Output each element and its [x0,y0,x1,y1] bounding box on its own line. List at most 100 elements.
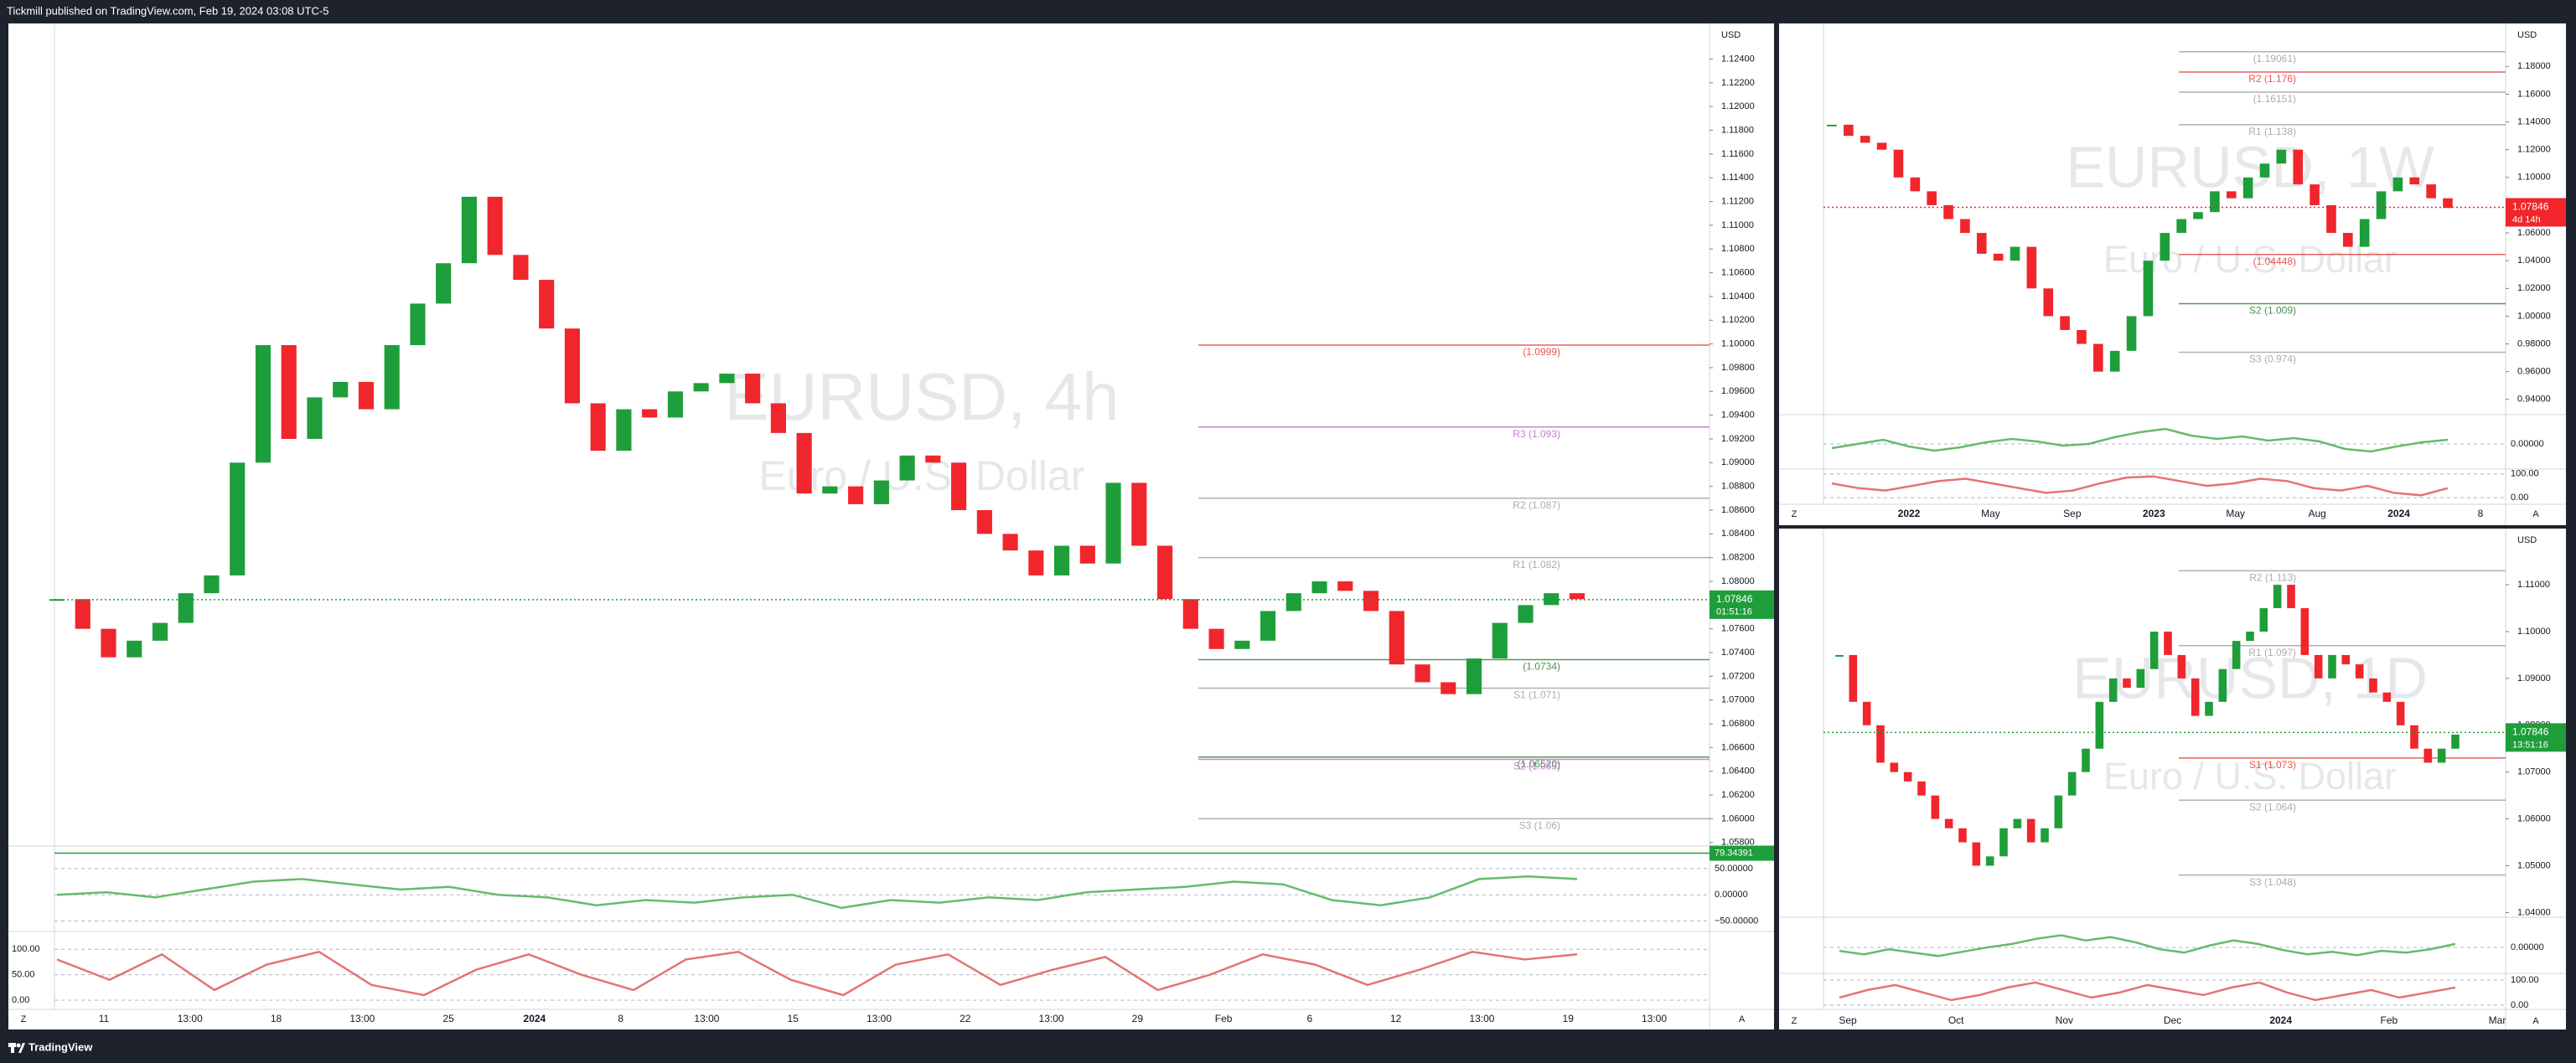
candle [204,575,220,594]
main-panel [8,23,1774,1029]
countdown-label: 13:51:16 [2512,740,2548,750]
candle [513,255,529,281]
candle [2232,641,2241,669]
indicator-line [1831,475,2449,497]
candle [2108,678,2118,702]
candle [1208,628,1224,649]
candle [2451,734,2460,749]
y-tick-label: 1.08000 [1721,576,1755,586]
candle [796,432,812,494]
candle [1441,682,1456,694]
y-tick-label: 1.06200 [1721,790,1755,800]
last-price-box [2506,198,2566,227]
countdown-label: 4d 14h [2512,214,2541,224]
y-tick-label: 1.08800 [1721,482,1755,492]
candle [1234,640,1250,649]
candle [616,409,632,452]
currency-label: USD [2517,30,2537,40]
pane-tick-label: 0.00000 [2511,439,2544,449]
y-tick-label: 1.16000 [2517,89,2551,99]
y-tick-label: 1.10000 [1721,339,1755,349]
y-tick-label: 0.94000 [2517,395,2551,405]
candle [1131,482,1147,546]
candle [2210,191,2220,213]
x-tick-label: 13:00 [1039,1013,1064,1024]
y-tick-label: 1.06000 [1721,813,1755,823]
candle [2143,261,2154,317]
y-tick-label: 1.07000 [1721,695,1755,705]
candle [899,455,915,481]
candle [693,383,709,392]
scale-button[interactable]: Z [21,1014,27,1024]
candle [1999,828,2008,857]
watermark-subtitle: Euro / U.S. Dollar [758,452,1084,499]
x-tick-label: 2023 [2143,508,2165,519]
y-tick-label: 1.04000 [2517,907,2551,917]
pivot-label: R1 (1.082) [1513,559,1560,570]
y-tick-label: 1.14000 [2517,116,2551,126]
scale-button[interactable]: A [2532,1016,2539,1026]
x-tick-label: May [1981,508,2000,519]
candle [951,462,967,510]
x-tick-label: 8 [2478,508,2484,519]
candle [1960,219,1970,234]
candle [2343,233,2353,247]
y-tick-label: 1.06400 [1721,766,1755,777]
y-tick-label: 1.05000 [2517,860,2551,870]
y-tick-label: 1.07000 [2517,767,2551,777]
y-tick-label: 1.08600 [1721,505,1755,515]
candle [307,397,323,439]
candle [2013,818,2022,828]
y-tick-label: 1.12000 [2517,145,2551,155]
candle [2359,219,2370,247]
y-tick-label: 1.10800 [1721,244,1755,254]
y-tick-label: 1.06000 [2517,228,2551,238]
candle [1890,762,1899,772]
pane-tick-label: 100.00 [12,944,40,954]
y-tick-label: 1.10000 [2517,173,2551,183]
watermark-title: EURUSD, 4h [724,359,1119,434]
candle [2246,631,2254,642]
candle [1363,591,1379,611]
candle [1028,550,1044,575]
candle [2177,654,2186,679]
candle [2273,585,2282,609]
y-tick-label: 1.12400 [1721,54,1755,64]
scale-button[interactable]: A [2532,509,2539,519]
y-tick-label: 1.09000 [2517,673,2551,684]
candle [1943,204,1953,219]
brand-logo[interactable]: TradingView [8,1040,93,1053]
x-tick-label: 12 [1390,1013,1402,1024]
x-tick-label: Dec [2164,1014,2181,1026]
scale-button[interactable]: A [1739,1014,1746,1024]
pivot-label: S1 (1.073) [2249,759,2296,771]
candle [436,263,452,304]
candle [461,196,478,264]
y-tick-label: 1.08400 [1721,529,1755,539]
candle [2326,204,2336,234]
candle [358,381,375,410]
brand-name[interactable]: TradingView [28,1040,93,1053]
candle [564,328,580,404]
pane-tick-label: 0.00 [12,995,29,1005]
x-tick-label: Nov [2056,1014,2073,1026]
pane-tick-label: 0.00000 [2511,942,2544,952]
candle [539,280,555,329]
candle [1466,658,1482,694]
candle [1337,581,1353,591]
candle [410,303,426,346]
candle [2149,631,2159,669]
candle [2026,246,2037,289]
y-tick-label: 1.11400 [1721,173,1754,183]
candle [848,486,864,504]
candle [1849,654,1858,702]
candle [1415,664,1430,683]
scale-button[interactable]: Z [1792,1016,1798,1026]
candle [2409,177,2420,185]
candle [2095,701,2104,749]
y-tick-label: 1.10400 [1721,292,1755,302]
x-tick-label: 6 [1307,1013,1313,1024]
x-tick-label: Oct [1948,1014,1964,1026]
y-tick-label: 1.07600 [1721,624,1755,634]
scale-button[interactable]: Z [1792,509,1798,519]
